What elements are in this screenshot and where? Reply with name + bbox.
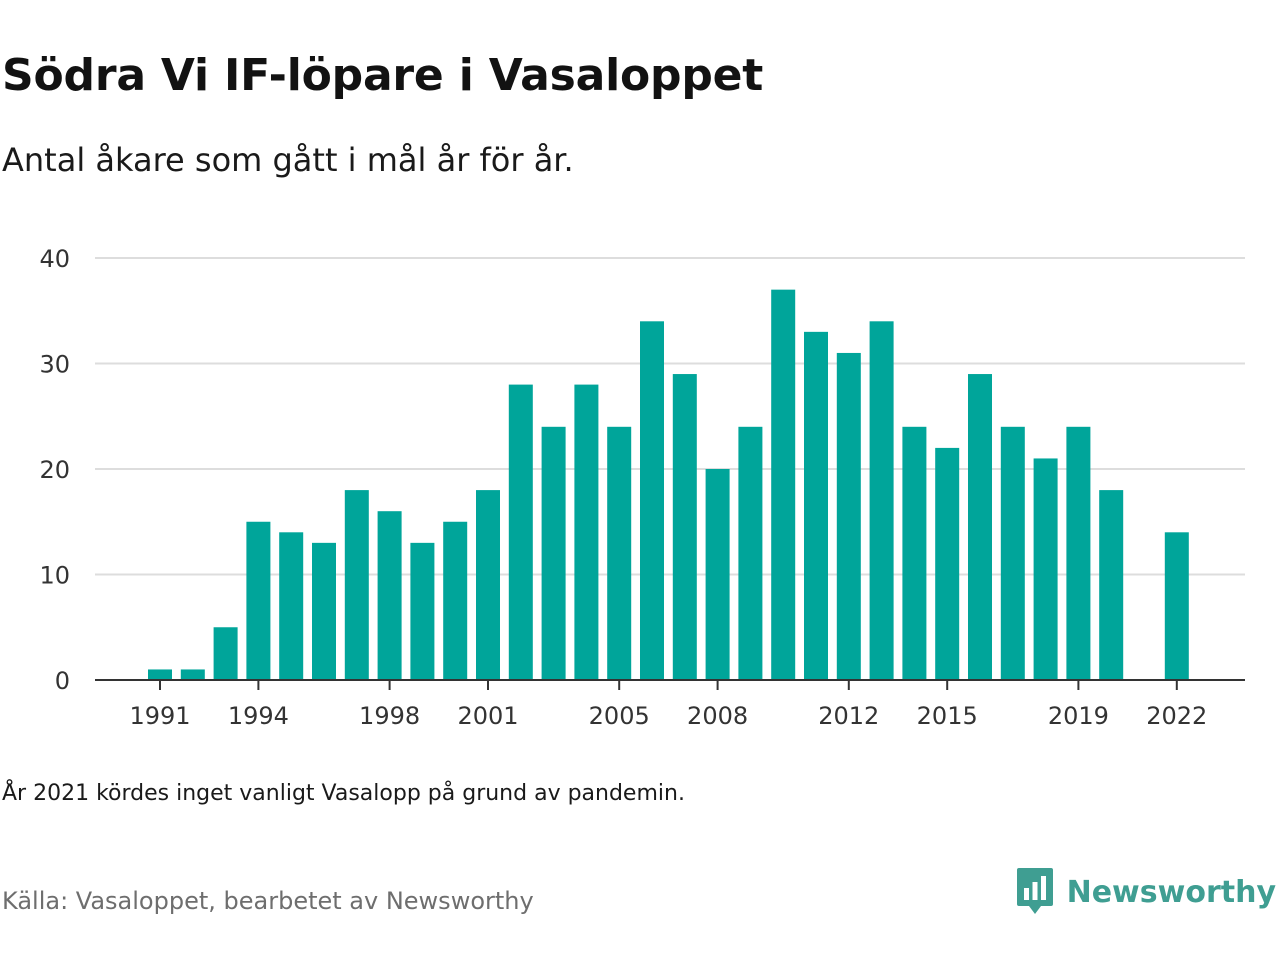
bar-2000 [443,521,468,680]
bar-1997 [344,490,369,680]
x-tick-label: 1994 [228,702,289,730]
bar-1999 [410,542,435,680]
bar-2010 [771,289,796,680]
chart-title: Södra Vi IF-löpare i Vasaloppet [2,50,764,101]
bar-2016 [968,374,992,680]
brand-logo: Newsworthy [1015,866,1276,918]
bar-2020 [1099,490,1124,680]
x-tick-label: 2008 [687,702,748,730]
chart-subtitle: Antal åkare som gått i mål år för år. [2,141,574,179]
bar-chart: 0 10 20 30 40 1991 1994 1998 2001 2005 2008 2012 20… [39,245,1245,730]
x-tick-label: 1991 [129,702,190,730]
footnote: År 2021 kördes inget vanligt Vasalopp på… [2,781,685,806]
bar-2019 [1066,426,1091,680]
x-tick-label: 2012 [818,702,879,730]
x-tick-label: 1998 [359,702,420,730]
bar-1991 [148,669,172,680]
bars [148,289,1189,680]
bar-2005 [607,426,632,680]
y-tick-label: 40 [39,245,70,273]
bar-2002 [508,384,533,680]
bar-2004 [574,384,599,680]
y-tick-label: 20 [39,456,70,484]
bar-2014 [902,426,927,680]
bar-1994 [246,521,271,680]
bar-2015 [935,447,960,680]
x-tick-label: 2005 [589,702,650,730]
bar-2018 [1033,458,1058,680]
bar-2011 [804,331,828,680]
bar-2017 [1000,426,1025,680]
bar-1992 [180,669,205,680]
bar-2003 [541,426,566,680]
bar-1995 [279,532,304,680]
y-tick-label: 0 [55,667,70,695]
bar-2008 [705,469,730,680]
bar-2009 [738,426,763,680]
bar-1993 [213,627,238,680]
bar-2006 [640,321,664,680]
bar-2013 [869,321,894,680]
source-credit: Källa: Vasaloppet, bearbetet av Newswort… [2,887,534,915]
bar-1996 [312,542,336,680]
y-axis-ticks: 0 10 20 30 40 [39,245,70,695]
bar-2022 [1164,532,1189,680]
x-tick-label: 2019 [1048,702,1109,730]
brand-name: Newsworthy [1066,874,1276,910]
y-tick-label: 30 [39,351,70,379]
x-axis-ticks: 1991 1994 1998 2001 2005 2008 2012 2015 2019 2022 [129,680,1207,730]
bar-1998 [377,511,402,680]
x-tick-label: 2022 [1146,702,1207,730]
x-tick-label: 2001 [457,702,518,730]
newsworthy-logo-icon [1016,868,1053,914]
y-tick-label: 10 [39,562,70,590]
bar-2007 [672,374,697,680]
bar-2001 [476,490,500,680]
x-tick-label: 2015 [917,702,978,730]
bar-2012 [836,352,861,680]
